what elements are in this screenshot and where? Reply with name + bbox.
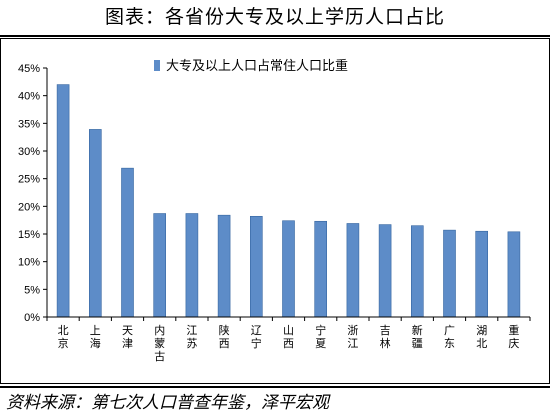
bar (185, 213, 199, 318)
x-tick-label: 辽宁 (251, 324, 262, 350)
y-tick-label: 25% (18, 174, 40, 186)
x-tick-label: 广东 (444, 324, 455, 350)
bar (282, 220, 295, 318)
legend: 大专及以上人口占常住人口比重 (154, 58, 348, 74)
page-title: 图表：各省份大专及以上学历人口占比 (104, 6, 445, 28)
source-divider (0, 386, 550, 388)
source-note: 资料来源：第七次人口普查年鉴，泽平宏观 (6, 393, 329, 413)
bar (250, 215, 263, 318)
bar (89, 129, 102, 318)
y-tick-label: 10% (18, 257, 40, 269)
legend-swatch (154, 60, 160, 71)
y-tick-label: 30% (18, 146, 40, 158)
y-tick-label: 35% (18, 118, 40, 130)
bar (475, 230, 489, 318)
bar (443, 229, 456, 318)
x-tick-label: 宁夏 (315, 323, 326, 350)
y-tick-label: 0% (24, 312, 40, 324)
bar (153, 213, 166, 318)
y-tick-label: 20% (18, 201, 40, 213)
x-tick-label: 内蒙古 (154, 323, 165, 363)
y-tick-label: 40% (18, 91, 40, 103)
x-tick-label: 江苏 (186, 324, 197, 350)
x-tick-label: 浙江 (347, 324, 358, 350)
bar (56, 84, 70, 318)
x-tick-label: 上海 (90, 324, 101, 350)
x-tick-label: 北京 (58, 324, 69, 350)
x-tick-label: 湖北 (476, 324, 487, 350)
y-tick-label: 15% (18, 229, 40, 241)
title-divider (0, 35, 550, 37)
bars (56, 84, 521, 318)
x-tick-label: 天津 (122, 324, 133, 350)
bar (217, 214, 231, 318)
bar (410, 225, 424, 318)
bar (314, 220, 328, 318)
y-axis: 0% 5% 10% 15% 20% 25% 30% 35% 40% 45% (18, 63, 48, 324)
x-tick-label: 陕西 (219, 323, 230, 350)
x-tick-label: 吉林 (380, 324, 391, 350)
x-tick-label: 重庆 (508, 323, 519, 350)
legend-label: 大专及以上人口占常住人口比重 (166, 58, 348, 74)
bar (507, 231, 521, 318)
bar (346, 223, 360, 318)
bar (121, 167, 134, 318)
y-tick-label: 5% (24, 284, 40, 296)
x-tick-label: 山西 (283, 324, 294, 350)
bar (378, 224, 392, 318)
y-tick-label: 45% (18, 63, 40, 75)
x-tick-label: 新疆 (412, 323, 423, 350)
